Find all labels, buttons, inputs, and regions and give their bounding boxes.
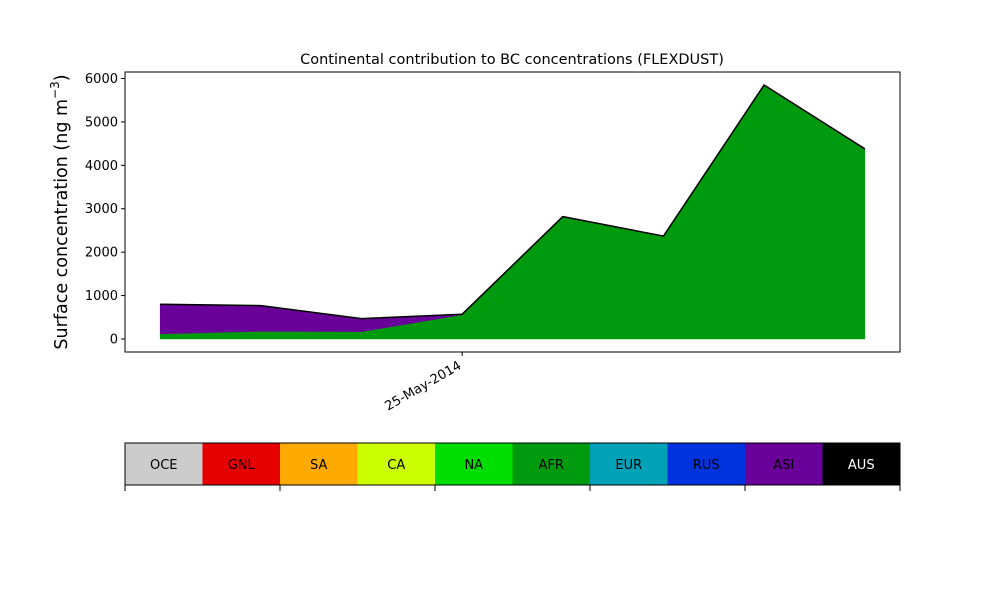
y-tick-label: 2000 — [85, 246, 118, 261]
y-tick-label: 3000 — [85, 202, 118, 217]
plot-area: 0 1000 2000 3000 4000 5000 6000 25-May-2014 — [85, 71, 901, 414]
legend-swatch-ca — [357, 443, 436, 485]
chart-title: Continental contribution to BC concentra… — [300, 52, 724, 68]
y-axis-label: Surface concentration (ng m−3) — [48, 74, 72, 349]
legend-swatch-sa — [280, 443, 358, 485]
legend-swatch-oce — [125, 443, 203, 485]
y-tick-label: 1000 — [85, 289, 118, 304]
legend-label-sa: SA — [310, 458, 327, 473]
legend-swatch-asi — [745, 443, 823, 485]
y-tick-label: 5000 — [85, 115, 118, 130]
x-tick-label: 25-May-2014 — [382, 358, 464, 414]
legend-swatch-gnl — [202, 443, 281, 485]
legend-label-aus: AUS — [848, 458, 875, 473]
legend-label-ca: CA — [387, 458, 405, 473]
y-tick-label: 4000 — [85, 159, 118, 174]
legend-label-gnl: GNL — [228, 458, 256, 473]
legend-label-afr: AFR — [539, 458, 564, 473]
legend-swatch-eur — [590, 443, 668, 485]
legend-swatch-afr — [512, 443, 591, 485]
plot-frame — [124, 71, 901, 353]
legend: OCE GNL SA CA NA AFR EUR RUS ASI AUS — [124, 442, 901, 491]
total-outline-line — [160, 83, 866, 320]
legend-label-na: NA — [464, 458, 483, 473]
area-series-afr — [159, 84, 866, 340]
y-tick-label: 6000 — [85, 72, 118, 87]
legend-swatch-aus — [822, 443, 901, 485]
legend-label-eur: EUR — [615, 458, 642, 473]
y-tick-label: 0 — [110, 332, 118, 347]
legend-swatch-rus — [667, 443, 746, 485]
legend-label-rus: RUS — [693, 458, 720, 473]
legend-frame — [124, 442, 901, 486]
legend-label-asi: ASI — [773, 458, 794, 473]
legend-label-oce: OCE — [150, 458, 178, 473]
legend-swatch-na — [435, 443, 513, 485]
